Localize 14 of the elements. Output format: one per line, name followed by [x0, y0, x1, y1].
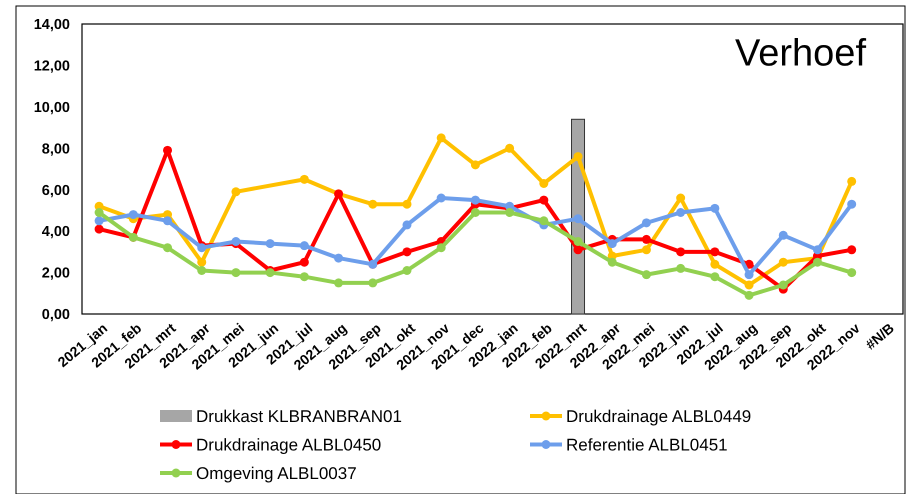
y-tick-label: 14,00 — [34, 17, 70, 34]
y-tick-label: 8,00 — [42, 141, 70, 158]
chart-title: Verhoef — [735, 32, 866, 74]
y-tick-label: 10,00 — [34, 100, 70, 116]
legend-label: Omgeving ALBL0037 — [196, 464, 357, 483]
y-tick-label: 0,00 — [42, 307, 70, 324]
legend-label: Drukkast KLBRANBRAN01 — [196, 406, 402, 426]
y-tick-label: 12,00 — [34, 58, 70, 75]
legend-label: Drukdrainage ALBL0449 — [566, 406, 752, 426]
legend-label: Referentie ALBL0451 — [566, 435, 728, 454]
y-tick-label: 4,00 — [42, 224, 70, 240]
legend-label: Drukdrainage ALBL0450 — [196, 435, 382, 454]
y-tick-label: 2,00 — [42, 266, 70, 282]
y-tick-label: 6,00 — [42, 182, 70, 199]
